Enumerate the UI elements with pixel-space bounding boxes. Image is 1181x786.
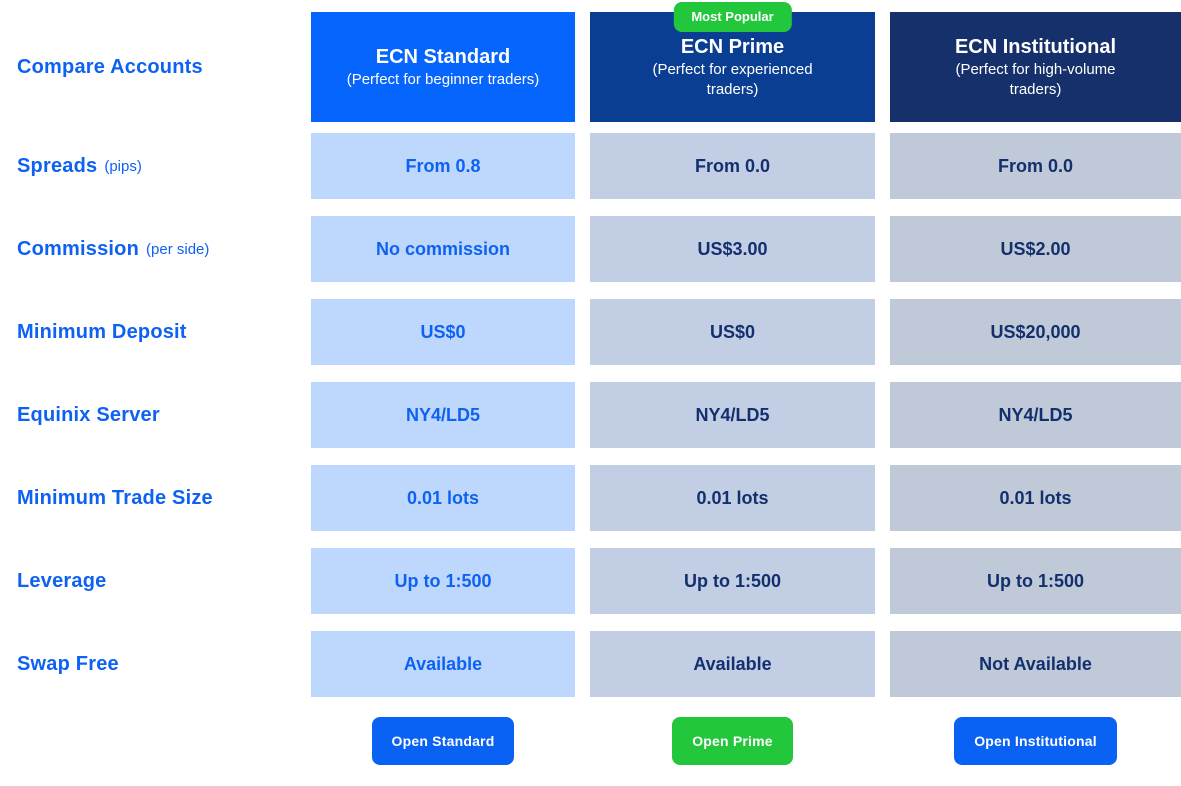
- cell-prime-commission: US$3.00: [590, 216, 875, 282]
- table-row-minimum-trade-size: Minimum Trade Size 0.01 lots 0.01 lots 0…: [0, 465, 1181, 531]
- open-prime-button[interactable]: Open Prime: [672, 717, 793, 765]
- table-row-commission: Commission (per side) No commission US$3…: [0, 216, 1181, 282]
- column-title-standard: ECN Standard: [375, 45, 511, 68]
- column-title-institutional: ECN Institutional: [954, 36, 1117, 58]
- row-label-spreads: Spreads (pips): [0, 133, 311, 199]
- row-label-leverage: Leverage: [0, 548, 311, 614]
- column-header-prime: Most Popular ECN Prime (Perfect for expe…: [590, 2, 875, 122]
- column-subtitle-standard: (Perfect for beginner traders): [346, 70, 540, 88]
- column-subtitle-prime: (Perfect for experienced traders): [652, 61, 813, 98]
- row-label-text: Swap Free: [17, 652, 119, 675]
- table-row-swap-free: Swap Free Available Available Not Availa…: [0, 631, 1181, 697]
- row-label-swap-free: Swap Free: [0, 631, 311, 697]
- cell-institutional-minimum-deposit: US$20,000: [890, 299, 1181, 365]
- cell-standard-minimum-deposit: US$0: [311, 299, 575, 365]
- cell-standard-swap-free: Available: [311, 631, 575, 697]
- row-label-minimum-trade-size: Minimum Trade Size: [0, 465, 311, 531]
- row-label-text: Equinix Server: [17, 403, 160, 426]
- table-row-leverage: Leverage Up to 1:500 Up to 1:500 Up to 1…: [0, 548, 1181, 614]
- cell-standard-leverage: Up to 1:500: [311, 548, 575, 614]
- cell-institutional-leverage: Up to 1:500: [890, 548, 1181, 614]
- table-row-equinix-server: Equinix Server NY4/LD5 NY4/LD5 NY4/LD5: [0, 382, 1181, 448]
- cell-prime-equinix-server: NY4/LD5: [590, 382, 875, 448]
- open-prime-slot: Open Prime: [590, 716, 875, 766]
- table-row-minimum-deposit: Minimum Deposit US$0 US$0 US$20,000: [0, 299, 1181, 365]
- table-header-row: Compare Accounts ECN Standard (Perfect f…: [0, 2, 1181, 122]
- cell-institutional-equinix-server: NY4/LD5: [890, 382, 1181, 448]
- row-label-text: Leverage: [17, 569, 107, 592]
- cell-prime-spreads: From 0.0: [590, 133, 875, 199]
- row-label-text: Spreads: [17, 154, 98, 177]
- table-buttons-row: Open Standard Open Prime Open Institutio…: [0, 716, 1181, 766]
- cell-institutional-spreads: From 0.0: [890, 133, 1181, 199]
- row-label-text: Minimum Deposit: [17, 320, 187, 343]
- open-standard-button[interactable]: Open Standard: [371, 717, 515, 765]
- cell-prime-swap-free: Available: [590, 631, 875, 697]
- open-standard-slot: Open Standard: [311, 716, 575, 766]
- cell-standard-spreads: From 0.8: [311, 133, 575, 199]
- cell-institutional-commission: US$2.00: [890, 216, 1181, 282]
- cell-prime-minimum-deposit: US$0: [590, 299, 875, 365]
- column-title-prime: ECN Prime: [680, 36, 785, 58]
- cell-standard-minimum-trade-size: 0.01 lots: [311, 465, 575, 531]
- open-institutional-slot: Open Institutional: [890, 716, 1181, 766]
- row-label-minimum-deposit: Minimum Deposit: [0, 299, 311, 365]
- table-row-spreads: Spreads (pips) From 0.8 From 0.0 From 0.…: [0, 133, 1181, 199]
- cell-institutional-swap-free: Not Available: [890, 631, 1181, 697]
- cell-institutional-minimum-trade-size: 0.01 lots: [890, 465, 1181, 531]
- buttons-row-spacer: [0, 716, 311, 766]
- column-subtitle-institutional: (Perfect for high-volume traders): [955, 61, 1116, 98]
- row-label-note: (per side): [146, 240, 210, 258]
- row-label-text: Commission: [17, 237, 140, 260]
- cell-prime-minimum-trade-size: 0.01 lots: [590, 465, 875, 531]
- column-header-standard: ECN Standard (Perfect for beginner trade…: [311, 12, 575, 122]
- column-header-institutional: ECN Institutional (Perfect for high-volu…: [890, 12, 1181, 122]
- row-label-note: (pips): [104, 157, 142, 175]
- compare-accounts-title: Compare Accounts: [17, 55, 203, 78]
- row-label-text: Minimum Trade Size: [17, 486, 213, 509]
- most-popular-badge: Most Popular: [673, 2, 792, 32]
- cell-standard-equinix-server: NY4/LD5: [311, 382, 575, 448]
- row-label-equinix-server: Equinix Server: [0, 382, 311, 448]
- cell-prime-leverage: Up to 1:500: [590, 548, 875, 614]
- cell-standard-commission: No commission: [311, 216, 575, 282]
- row-label-commission: Commission (per side): [0, 216, 311, 282]
- open-institutional-button[interactable]: Open Institutional: [954, 717, 1117, 765]
